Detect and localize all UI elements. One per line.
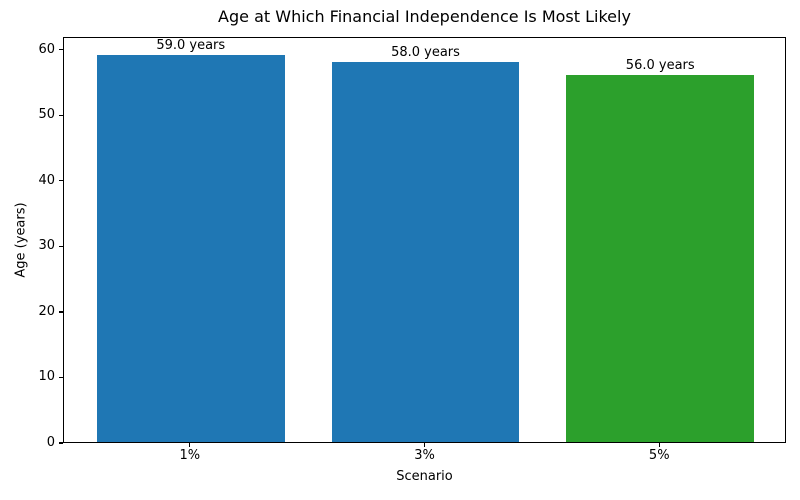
bar (331, 61, 520, 442)
y-tick-mark (59, 376, 63, 379)
y-tick-mark (59, 442, 63, 444)
x-tick-mark (658, 443, 660, 447)
bar-value-label: 58.0 years (391, 44, 460, 60)
y-tick-label: 40 (38, 172, 55, 188)
bar (566, 75, 755, 442)
y-tick-mark (59, 311, 63, 313)
x-tick-mark (189, 443, 191, 447)
plot-area: 59.0 years 58.0 years 56.0 years (63, 37, 786, 443)
y-tick-label: 50 (38, 107, 55, 123)
chart-title: Age at Which Financial Independence Is M… (218, 7, 631, 26)
x-tick-label: 1% (179, 448, 201, 463)
x-tick-label: 3% (414, 448, 435, 463)
bar-value-label: 59.0 years (156, 38, 226, 54)
y-tick-mark (59, 180, 63, 182)
y-tick-label: 30 (38, 238, 55, 254)
y-tick-label: 20 (38, 303, 55, 319)
y-tick-mark (59, 49, 63, 51)
x-axis-label: Scenario (396, 469, 453, 484)
y-tick-label: 10 (38, 369, 55, 385)
x-tick-mark (423, 443, 426, 447)
bar (96, 55, 285, 442)
x-tick-label: 5% (648, 448, 670, 463)
y-tick-mark (59, 245, 63, 247)
bar-value-label: 56.0 years (625, 57, 695, 73)
y-tick-label: 60 (38, 41, 55, 57)
y-tick-mark (59, 114, 63, 116)
y-tick-label: 0 (46, 435, 55, 450)
